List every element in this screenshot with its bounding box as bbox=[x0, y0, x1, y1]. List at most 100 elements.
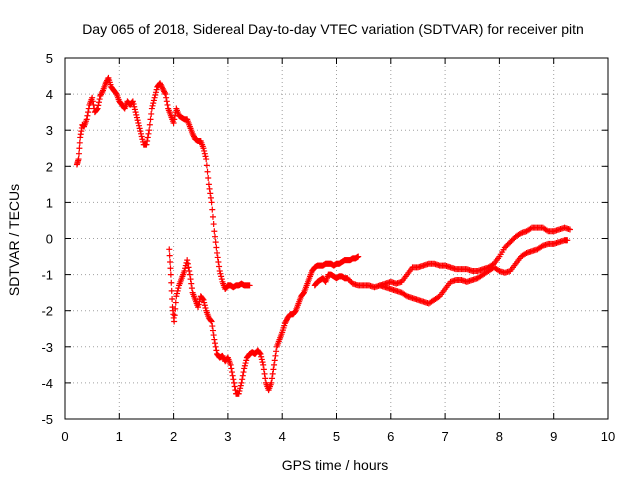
data-point bbox=[89, 94, 96, 101]
data-point bbox=[300, 290, 307, 297]
data-point bbox=[213, 244, 220, 251]
data-point bbox=[75, 150, 82, 157]
data-point bbox=[228, 365, 235, 372]
data-point bbox=[241, 362, 248, 369]
data-point bbox=[202, 304, 209, 311]
x-tick-label: 9 bbox=[550, 429, 557, 444]
data-point bbox=[216, 267, 223, 274]
chart-title: Day 065 of 2018, Sidereal Day-to-day VTE… bbox=[82, 21, 584, 37]
data-point bbox=[509, 236, 516, 243]
data-point bbox=[166, 246, 173, 253]
data-point bbox=[522, 250, 529, 257]
data-point bbox=[133, 114, 140, 121]
x-tick-label: 5 bbox=[333, 429, 340, 444]
data-point bbox=[94, 105, 101, 112]
data-point bbox=[236, 388, 243, 395]
data-point bbox=[148, 105, 155, 112]
data-point bbox=[209, 213, 216, 220]
data-point bbox=[212, 340, 219, 347]
data-point bbox=[218, 273, 225, 280]
data-point bbox=[164, 101, 171, 108]
data-point bbox=[96, 96, 103, 103]
data-point bbox=[132, 109, 139, 116]
data-points bbox=[73, 74, 573, 397]
data-point bbox=[202, 153, 209, 160]
data-point bbox=[239, 376, 246, 383]
y-tick-label: 2 bbox=[46, 159, 53, 174]
data-point bbox=[203, 162, 210, 169]
data-point bbox=[216, 263, 223, 270]
x-tick-label: 10 bbox=[601, 429, 615, 444]
data-point bbox=[210, 332, 217, 339]
data-point bbox=[195, 304, 202, 311]
data-point bbox=[161, 88, 168, 95]
data-point bbox=[201, 147, 208, 154]
data-point bbox=[158, 82, 165, 89]
data-point bbox=[268, 379, 275, 386]
y-tick-label: 5 bbox=[46, 51, 53, 66]
data-point bbox=[283, 317, 290, 324]
data-point bbox=[211, 336, 218, 343]
data-point bbox=[271, 361, 278, 368]
data-point bbox=[344, 275, 351, 282]
data-point bbox=[566, 226, 573, 233]
data-point bbox=[231, 379, 238, 386]
data-point bbox=[98, 90, 105, 97]
data-point bbox=[201, 299, 208, 306]
data-point bbox=[212, 343, 219, 350]
data-point bbox=[345, 276, 352, 283]
data-point bbox=[281, 320, 288, 327]
data-point bbox=[210, 221, 217, 228]
data-point bbox=[95, 102, 102, 109]
y-tick-label: 1 bbox=[46, 195, 53, 210]
data-point bbox=[213, 347, 220, 354]
data-point bbox=[207, 317, 214, 324]
x-tick-label: 6 bbox=[387, 429, 394, 444]
data-point bbox=[175, 285, 182, 292]
data-point bbox=[93, 106, 100, 113]
data-point bbox=[167, 258, 174, 265]
data-point bbox=[564, 237, 571, 244]
data-point bbox=[152, 92, 159, 99]
data-point bbox=[187, 276, 194, 283]
data-point bbox=[347, 277, 354, 284]
data-point bbox=[208, 318, 215, 325]
data-point bbox=[209, 327, 216, 334]
data-point bbox=[89, 98, 96, 105]
axis-ticks: 0 1 2 3 4 5 6 7 8 9 10 -5 -4 -3 -2 -1 0 1 2 3 4 5 bbox=[41, 51, 615, 444]
data-point bbox=[262, 375, 269, 382]
data-point bbox=[508, 237, 515, 244]
data-point bbox=[239, 372, 246, 379]
data-point bbox=[257, 351, 264, 358]
data-point bbox=[152, 89, 159, 96]
data-point bbox=[159, 84, 166, 91]
y-tick-label: -4 bbox=[41, 376, 53, 391]
y-tick-label: -2 bbox=[41, 304, 53, 319]
data-point bbox=[516, 230, 523, 237]
data-point bbox=[242, 360, 249, 367]
data-point bbox=[102, 80, 109, 87]
data-point bbox=[95, 99, 102, 106]
x-tick-label: 4 bbox=[279, 429, 286, 444]
data-series bbox=[73, 74, 253, 293]
data-point bbox=[136, 125, 143, 132]
data-point bbox=[195, 301, 202, 308]
data-point bbox=[157, 80, 164, 87]
data-point bbox=[269, 375, 276, 382]
data-point bbox=[172, 305, 179, 312]
data-point bbox=[402, 292, 409, 299]
data-point bbox=[171, 312, 178, 319]
data-point bbox=[167, 271, 174, 278]
data-point bbox=[157, 81, 164, 88]
data-point bbox=[159, 85, 166, 92]
data-point bbox=[246, 282, 253, 289]
data-point bbox=[133, 111, 140, 118]
data-point bbox=[83, 116, 90, 123]
data-point bbox=[131, 106, 138, 113]
data-point bbox=[144, 138, 151, 145]
data-point bbox=[507, 239, 514, 246]
grid bbox=[65, 58, 608, 419]
data-point bbox=[204, 168, 211, 175]
data-point bbox=[207, 194, 214, 201]
